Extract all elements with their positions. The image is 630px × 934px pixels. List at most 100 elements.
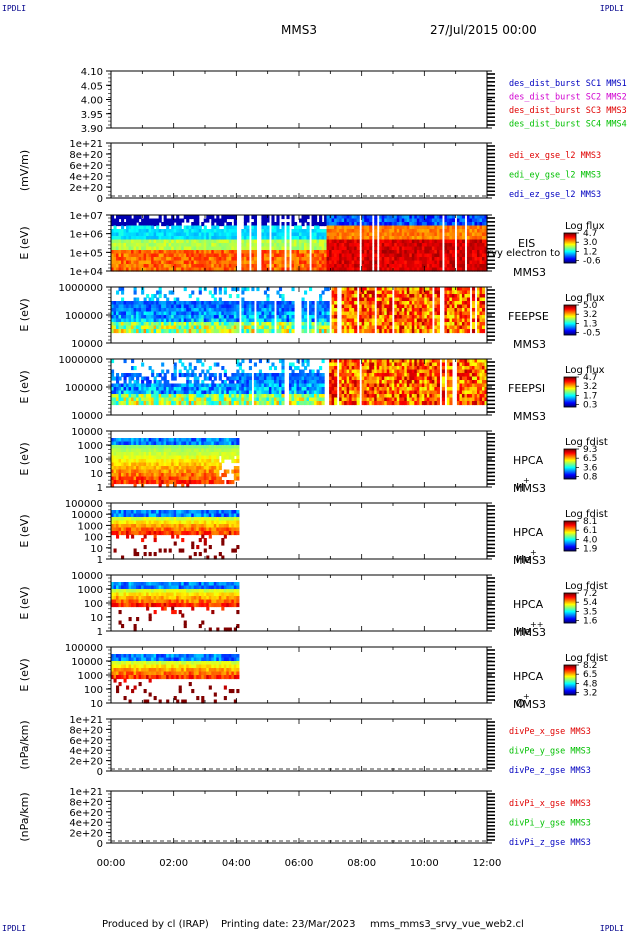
spectrogram-cell (476, 290, 481, 295)
spectrogram-cell (276, 225, 280, 230)
spectrogram-cell (351, 329, 355, 334)
spectrogram-cell (243, 322, 247, 327)
spectrogram-cell (414, 311, 418, 316)
spectrogram-cell (263, 387, 268, 392)
spectrogram-cell (143, 222, 147, 227)
spectrogram-cell (326, 329, 330, 334)
spectrogram-cell (166, 394, 170, 399)
spectrogram-cell (203, 218, 207, 223)
spectrogram-cell (216, 239, 220, 244)
colorbar-step (564, 248, 576, 250)
spectrogram-cell (301, 250, 305, 255)
spectrogram-cell (396, 376, 400, 381)
spectrogram-cell (143, 301, 147, 306)
spectrogram-cell (233, 387, 237, 392)
spectrogram-cell (133, 246, 137, 251)
spectrogram-cell (396, 239, 400, 244)
spectrogram-cell (253, 401, 257, 406)
spectrogram-cell (329, 394, 333, 399)
spectrogram-cell (246, 304, 250, 309)
spectrogram-cell (314, 253, 318, 258)
spectrogram-cell (233, 304, 237, 309)
spectrogram-cell (414, 236, 418, 241)
spectrogram-cell (344, 376, 348, 381)
spectrogram-cell (306, 376, 310, 381)
spectrogram-cell (434, 222, 438, 227)
spectrogram-cell (349, 394, 353, 399)
spectrogram-cell (449, 236, 453, 241)
spectrogram-cell (253, 236, 257, 241)
spectrogram-cell (471, 222, 476, 227)
spectrogram-cell (133, 397, 137, 402)
spectrogram-cell (369, 366, 373, 371)
spectrogram-cell (223, 253, 227, 258)
spectrogram-cell (138, 318, 142, 323)
spectrogram-cell (459, 308, 463, 313)
spectrogram-cell (243, 264, 247, 269)
spectrogram-cell (126, 394, 130, 399)
spectrogram-cell (414, 253, 418, 258)
spectrogram-cell (451, 218, 456, 223)
spectrogram-cell (361, 222, 365, 227)
spectrogram-cell (181, 373, 185, 378)
spectrogram-cell (389, 225, 393, 230)
spectrogram-cell (276, 325, 280, 330)
spectrogram-cell (111, 215, 115, 220)
spectrogram-cell (201, 383, 205, 388)
spectrogram-cell (326, 287, 330, 292)
spectrogram-cell (414, 325, 418, 330)
spectrogram-cell (276, 394, 280, 399)
spectrogram-cell (176, 322, 180, 327)
spectrogram-cell (466, 290, 471, 295)
spectrogram-cell (334, 264, 338, 269)
spectrogram-cell (366, 359, 370, 364)
spectrogram-cell (381, 322, 385, 327)
spectrogram-cell (181, 387, 185, 392)
spectrogram-cell (118, 401, 122, 406)
spectrogram-cell (278, 359, 283, 364)
spectrogram-cell (143, 390, 147, 395)
spectrogram-cell (193, 229, 197, 234)
spectrogram-cell (188, 243, 192, 248)
spectrogram-cell (153, 318, 157, 323)
spectrogram-cell (344, 253, 348, 258)
spectrogram-cell (116, 322, 120, 327)
spectrogram-cell (206, 369, 210, 374)
spectrogram-cell (131, 308, 135, 313)
spectrogram-cell (381, 315, 385, 320)
spectrogram-cell (138, 315, 142, 320)
spectrogram-cell (424, 257, 428, 262)
spectrogram-cell (321, 311, 325, 316)
spectrogram-cell (133, 373, 137, 378)
spectrogram-cell (256, 315, 260, 320)
spectrogram-cell (316, 387, 320, 392)
spectrogram-cell (316, 257, 320, 262)
spectrogram-cell (178, 325, 182, 330)
spectrogram-cell (213, 260, 217, 265)
spectrogram-cell (451, 297, 456, 302)
spectrogram-cell (304, 373, 308, 378)
spectrogram-cell (196, 315, 200, 320)
spectrogram-cell (186, 390, 190, 395)
spectrogram-cell (366, 380, 370, 385)
spectrogram-cell (381, 401, 385, 406)
spectrogram-cell (278, 397, 283, 402)
spectrogram-cell (221, 260, 225, 265)
spectrogram-cell (471, 229, 476, 234)
spectrogram-cell (126, 239, 130, 244)
spectrogram-cell (314, 387, 318, 392)
spectrogram-cell (314, 239, 318, 244)
spectrogram-cell (446, 239, 450, 244)
spectrogram-cell (361, 250, 365, 255)
spectrogram-cell (456, 246, 461, 251)
spectrogram-cell (474, 222, 478, 227)
spectrogram-cell (354, 397, 358, 402)
spectrogram-cell (316, 253, 320, 258)
spectrogram-cell (228, 380, 232, 385)
spectrogram-cell (181, 394, 185, 399)
spectrogram-cell (176, 250, 180, 255)
spectrogram-cell (271, 362, 275, 367)
spectrogram-cell (198, 260, 202, 265)
spectrogram-cell (434, 287, 438, 292)
spectrogram-cell (246, 239, 250, 244)
